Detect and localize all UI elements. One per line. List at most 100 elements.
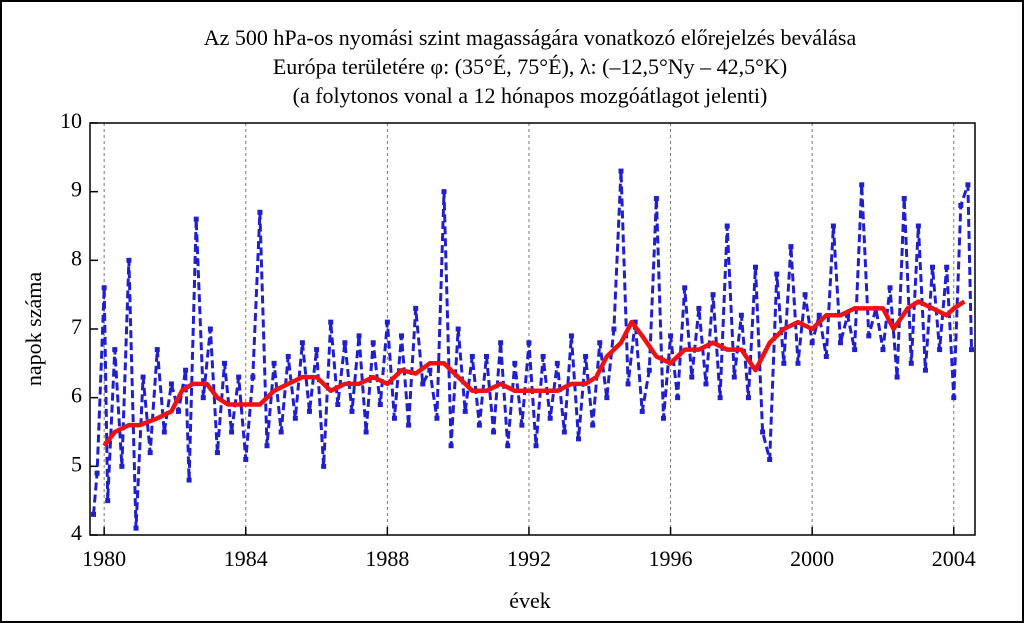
point [214, 450, 220, 456]
point [703, 381, 709, 387]
point [498, 340, 504, 346]
y-tick-label: 5 [71, 451, 82, 476]
point [292, 415, 298, 421]
point [278, 429, 284, 435]
plot-frame [89, 122, 976, 536]
point [455, 326, 461, 332]
chart-subtitle: Európa területére φ: (35°É, 75°É), λ: (–… [273, 54, 787, 79]
point [717, 395, 723, 401]
point [965, 182, 971, 188]
point [745, 395, 751, 401]
point [285, 353, 291, 359]
point [753, 264, 759, 270]
point [335, 402, 341, 408]
point [413, 305, 419, 311]
point [271, 360, 277, 366]
point [105, 498, 111, 504]
point [922, 367, 928, 373]
point [491, 429, 497, 435]
point [968, 347, 974, 353]
point [399, 333, 405, 339]
point [377, 402, 383, 408]
point [561, 429, 567, 435]
y-axis-label: napok száma [21, 272, 46, 386]
point [321, 463, 327, 469]
point [774, 271, 780, 277]
y-tick-label: 7 [71, 314, 82, 339]
point [183, 367, 189, 373]
point [427, 367, 433, 373]
point [476, 422, 482, 428]
point [314, 347, 320, 353]
point [222, 360, 228, 366]
point [901, 196, 907, 202]
point [675, 395, 681, 401]
point [668, 333, 674, 339]
point [830, 223, 836, 229]
x-tick-label: 1992 [507, 546, 551, 571]
point [207, 326, 213, 332]
point [724, 223, 730, 229]
point [299, 340, 305, 346]
point [604, 395, 610, 401]
x-tick-label: 2000 [790, 546, 834, 571]
point [200, 395, 206, 401]
point [583, 353, 589, 359]
point [625, 381, 631, 387]
point [646, 367, 652, 373]
point [944, 264, 950, 270]
x-tick-label: 1984 [224, 546, 268, 571]
point [880, 347, 886, 353]
point [887, 285, 893, 291]
point [866, 333, 872, 339]
point [915, 223, 921, 229]
point [937, 347, 943, 353]
point [894, 374, 900, 380]
point [639, 408, 645, 414]
chart-subtitle: (a folytonos vonal a 12 hónapos mozgóátl… [293, 83, 768, 108]
point [837, 340, 843, 346]
point [91, 511, 97, 517]
point [696, 305, 702, 311]
point [540, 353, 546, 359]
point [852, 347, 858, 353]
point [816, 312, 822, 318]
x-axis-label: évek [509, 588, 551, 613]
point [823, 353, 829, 359]
point [186, 477, 192, 483]
y-tick-label: 6 [71, 383, 82, 408]
point [859, 182, 865, 188]
point [597, 340, 603, 346]
point [958, 202, 964, 208]
point [342, 340, 348, 346]
point [483, 353, 489, 359]
point [229, 429, 235, 435]
point [250, 374, 256, 380]
point [448, 443, 454, 449]
point [547, 415, 553, 421]
point [176, 408, 181, 414]
point [710, 292, 716, 298]
point [469, 353, 475, 359]
point [349, 408, 355, 414]
point [618, 168, 624, 174]
point [193, 216, 199, 222]
series-line [102, 299, 966, 448]
point [731, 374, 737, 380]
x-tick-label: 1996 [649, 546, 693, 571]
point [930, 264, 936, 270]
point [660, 415, 666, 421]
point [951, 395, 957, 401]
y-tick-label: 9 [71, 177, 82, 202]
point [682, 285, 688, 291]
point [441, 189, 447, 195]
point [236, 374, 242, 380]
point [576, 436, 582, 442]
point [356, 333, 362, 339]
point [653, 196, 659, 202]
y-tick-label: 10 [60, 108, 82, 133]
point [689, 374, 695, 380]
point [809, 340, 815, 346]
point [370, 340, 376, 346]
x-tick-label: 1988 [365, 546, 409, 571]
